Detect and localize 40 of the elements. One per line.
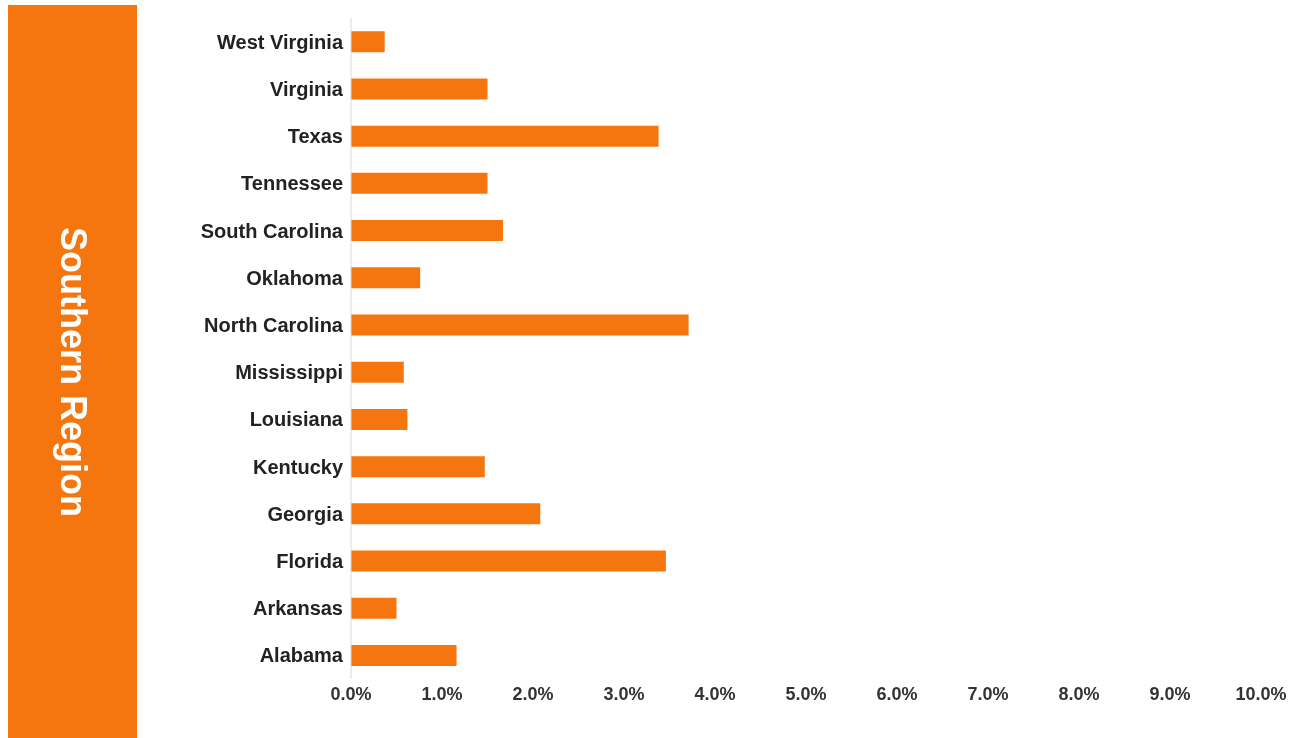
x-tick-label: 8.0% — [1058, 683, 1100, 704]
bar — [351, 597, 397, 619]
bar — [351, 125, 659, 147]
bar — [351, 361, 404, 383]
y-tick-label: Kentucky — [252, 455, 344, 478]
x-tick-label: 6.0% — [876, 683, 918, 704]
y-tick-label: Louisiana — [249, 408, 344, 431]
x-tick-label: 2.0% — [512, 683, 554, 704]
bar — [351, 503, 541, 525]
x-tick-label: 1.0% — [421, 683, 463, 704]
bar — [351, 408, 408, 430]
bar — [351, 550, 666, 572]
bar — [351, 456, 485, 478]
y-tick-label: Tennessee — [241, 172, 343, 195]
y-tick-label: North Carolina — [204, 313, 344, 336]
x-tick-label: 0.0% — [330, 683, 372, 704]
text: Southern Region — [51, 226, 94, 517]
y-tick-label: Texas — [287, 125, 343, 148]
y-tick-label: Georgia — [267, 502, 344, 525]
y-tick-label: Virginia — [270, 77, 344, 100]
x-tick-label: 7.0% — [967, 683, 1009, 704]
x-tick-label: 9.0% — [1149, 683, 1191, 704]
x-tick-label: 4.0% — [694, 683, 736, 704]
x-tick-label: 5.0% — [785, 683, 827, 704]
bar — [351, 267, 421, 289]
x-tick-label: 3.0% — [603, 683, 645, 704]
y-tick-label: Florida — [276, 550, 344, 573]
y-tick-label: Mississippi — [235, 361, 343, 384]
y-tick-label: Oklahoma — [246, 266, 344, 289]
y-tick-label: West Virginia — [217, 30, 344, 53]
y-tick-label: South Carolina — [200, 219, 344, 242]
bar — [351, 220, 503, 242]
bar — [351, 172, 488, 194]
bar — [351, 645, 457, 667]
x-tick-label: 10.0% — [1235, 683, 1287, 704]
y-tick-label: Alabama — [259, 644, 344, 667]
bar — [351, 78, 488, 100]
bar — [351, 31, 385, 53]
y-tick-label: Arkansas — [252, 597, 343, 620]
bar — [351, 314, 689, 336]
